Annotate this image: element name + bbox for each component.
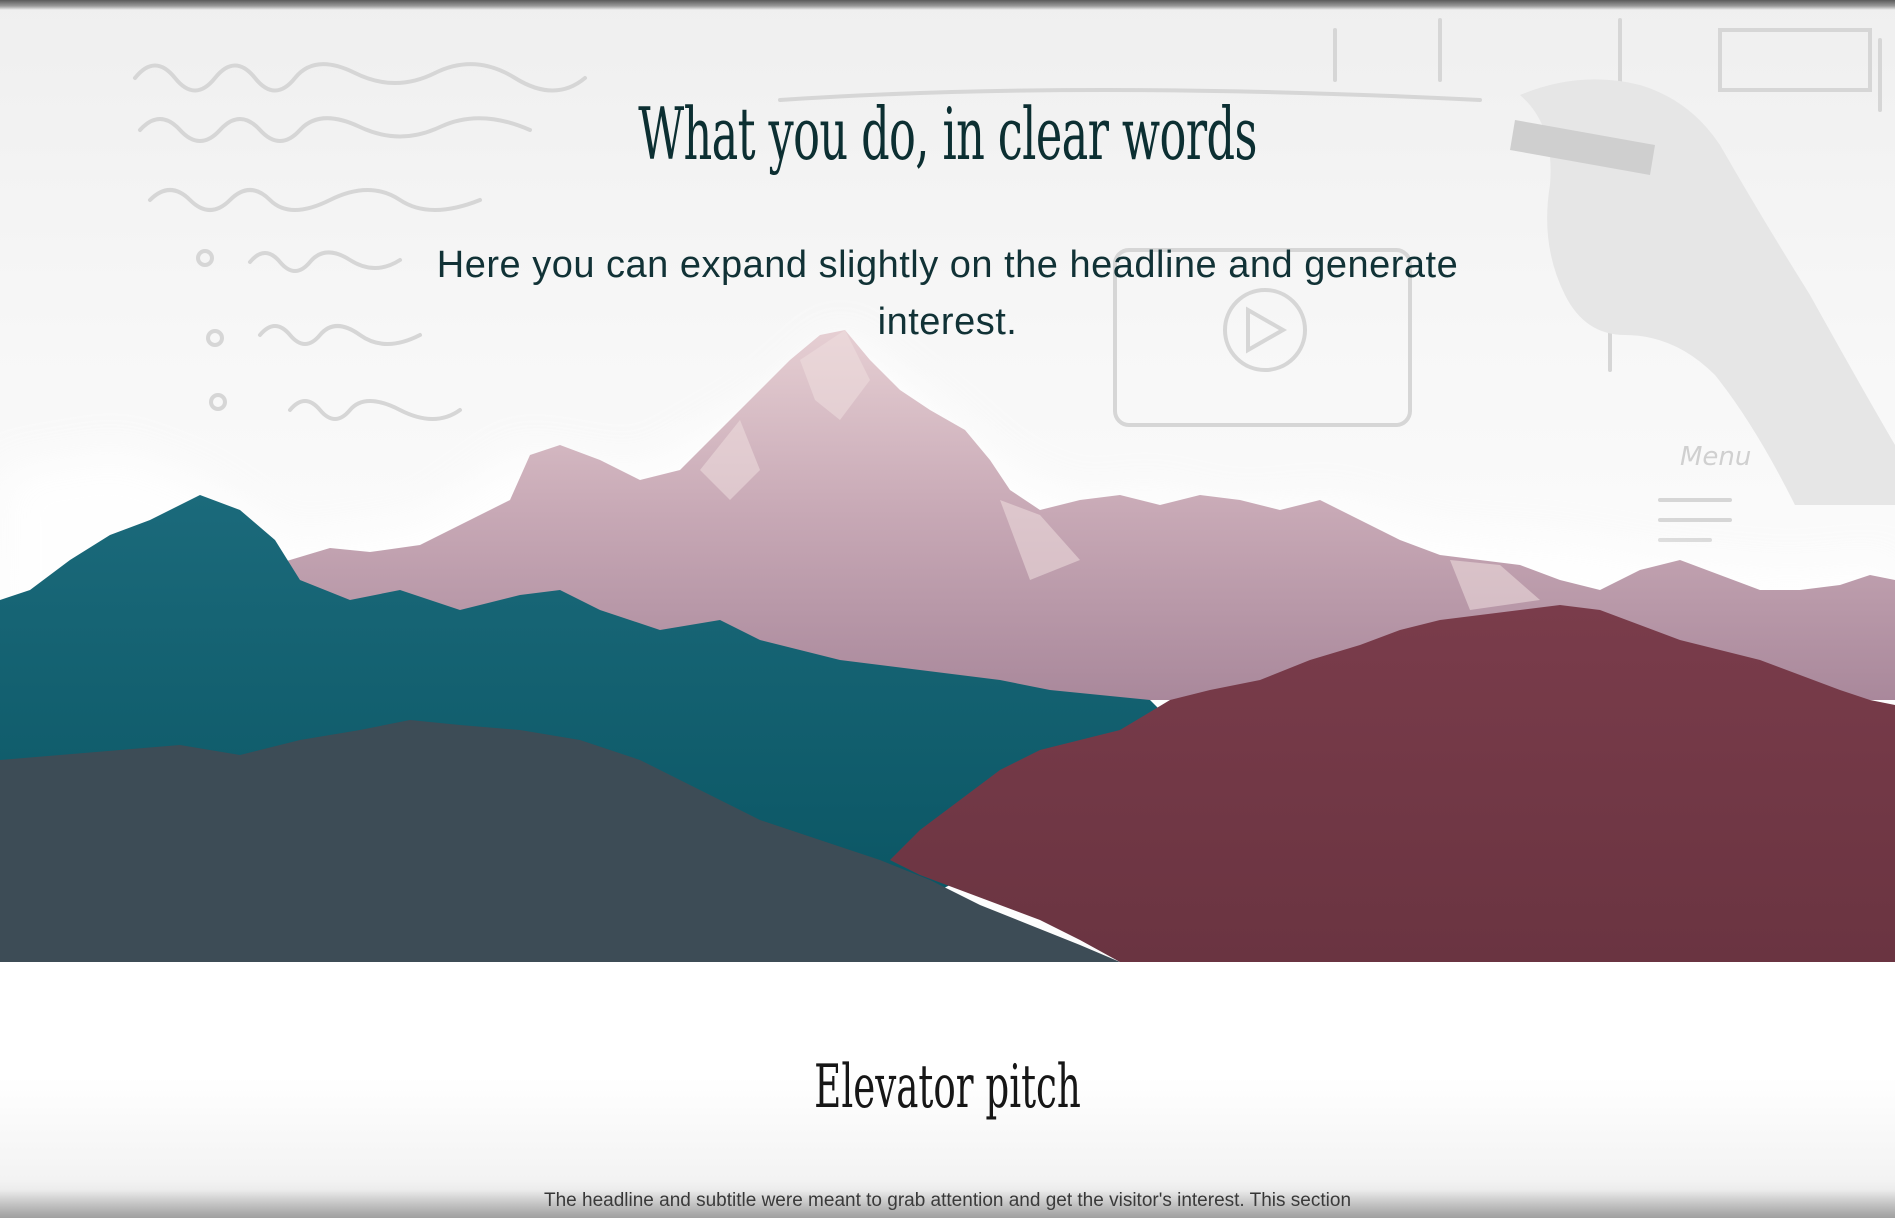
browser-top-edge — [0, 0, 1895, 10]
section-title: Elevator pitch — [814, 1052, 1081, 1122]
hero-section: Menu — [0, 0, 1895, 962]
elevator-pitch-section: Elevator pitch The headline and subtitle… — [0, 962, 1895, 1218]
mountain-collage — [0, 330, 1895, 962]
hero-subtitle: Here you can expand slightly on the head… — [436, 244, 1459, 343]
hero-headline: What you do, in clear words — [638, 92, 1257, 176]
slate-mountain-range — [0, 720, 1120, 962]
section-body-text: The headline and subtitle were meant to … — [543, 1190, 1352, 1211]
whiteboard-sketch-background: Menu — [133, 18, 1895, 542]
sketch-menu-label: Menu — [1680, 442, 1751, 472]
wine-mountain-range — [890, 605, 1895, 962]
